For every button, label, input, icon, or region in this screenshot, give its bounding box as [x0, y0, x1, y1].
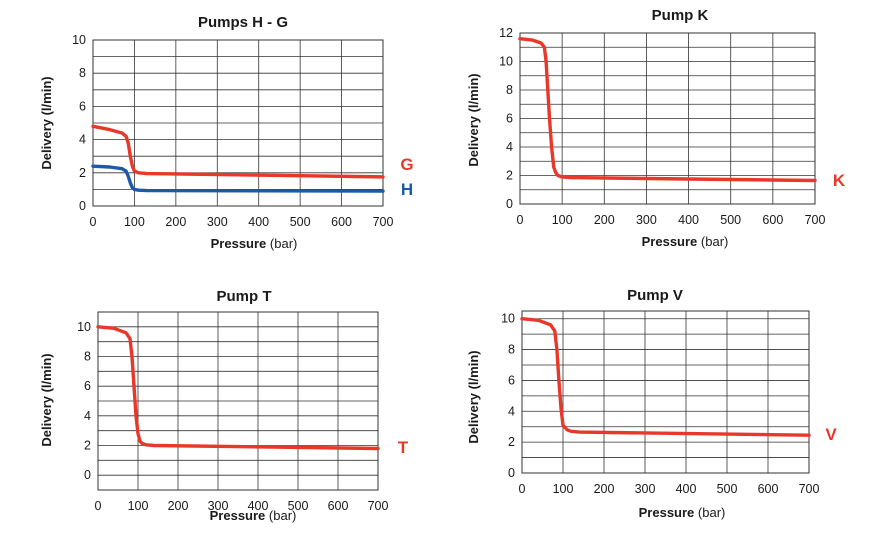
x-tick-label: 700 [373, 215, 394, 229]
x-axis-label: Pressure (bar) [210, 508, 297, 523]
y-tick-label: 8 [84, 350, 91, 364]
x-axis-unit: (bar) [269, 508, 296, 523]
x-axis-unit: (bar) [701, 234, 728, 249]
series-label-g: G [400, 155, 413, 174]
x-tick-label: 100 [128, 499, 149, 513]
y-tick-label: 0 [506, 197, 513, 211]
chart-pump-k: 0 100 200 300 400 500 600 700 0 2 4 6 8 10 12 Pump K Del… [466, 7, 846, 249]
y-tick-label: 2 [79, 166, 86, 180]
chart-pump-v: 0 100 200 300 400 500 600 700 0 2 4 6 8 10 Pump V Deliv… [466, 287, 837, 520]
y-tick-label: 8 [506, 83, 513, 97]
series-label-h: H [401, 180, 413, 199]
x-tick-label: 600 [328, 499, 349, 513]
y-tick-label: 0 [84, 468, 91, 482]
x-tick-label: 200 [594, 482, 615, 496]
x-tick-label: 400 [676, 482, 697, 496]
x-tick-label: 0 [519, 482, 526, 496]
x-tick-label: 700 [805, 213, 826, 227]
plot-frame [97, 311, 379, 491]
y-tick-label: 10 [72, 33, 86, 47]
x-tick-label: 600 [331, 215, 352, 229]
y-tick-label: 4 [79, 133, 86, 147]
x-tick-label: 100 [124, 215, 145, 229]
x-axis-unit: (bar) [270, 236, 297, 251]
plot-frame [521, 310, 810, 474]
x-tick-label: 600 [758, 482, 779, 496]
x-tick-label: 0 [95, 499, 102, 513]
x-tick-label: 700 [368, 499, 389, 513]
y-tick-label: 2 [508, 435, 515, 449]
x-tick-label: 0 [90, 215, 97, 229]
y-tick-label: 0 [508, 466, 515, 480]
chart-title: Pump K [652, 7, 709, 24]
series-line-v [520, 317, 811, 437]
y-tick-label: 6 [79, 99, 86, 113]
chart-title: Pumps H - G [198, 14, 288, 31]
y-axis-label: Delivery (l/min) [466, 73, 481, 166]
x-tick-label: 200 [168, 499, 189, 513]
y-tick-label: 2 [84, 439, 91, 453]
series-line-h [91, 164, 385, 193]
chart-pumps-h-g: 0 100 200 300 400 500 600 700 0 2 4 6 8 10 Pumps H - G… [39, 14, 414, 251]
series-label-t: T [398, 438, 409, 457]
y-tick-label: 8 [508, 343, 515, 357]
y-tick-label: 10 [499, 55, 513, 69]
x-axis-label: Pressure (bar) [642, 234, 729, 249]
x-tick-label: 400 [678, 213, 699, 227]
x-tick-label: 0 [517, 213, 524, 227]
x-tick-label: 100 [553, 482, 574, 496]
y-tick-label: 8 [79, 66, 86, 80]
y-tick-label: 4 [508, 404, 515, 418]
x-tick-label: 300 [636, 213, 657, 227]
series-label-v: V [825, 425, 837, 444]
y-tick-label: 10 [77, 320, 91, 334]
y-tick-label: 4 [84, 409, 91, 423]
y-tick-label: 6 [84, 379, 91, 393]
plot-frame [92, 39, 384, 207]
y-axis-label: Delivery (l/min) [39, 353, 54, 446]
x-tick-label: 600 [762, 213, 783, 227]
x-axis-unit: (bar) [698, 505, 725, 520]
x-tick-label: 500 [290, 215, 311, 229]
x-tick-label: 400 [248, 215, 269, 229]
y-tick-label: 6 [508, 373, 515, 387]
series-label-k: K [833, 171, 846, 190]
y-tick-label: 6 [506, 112, 513, 126]
chart-title: Pump V [627, 287, 683, 304]
x-axis-label: Pressure (bar) [211, 236, 298, 251]
y-tick-label: 12 [499, 26, 513, 40]
x-tick-label: 500 [717, 482, 738, 496]
x-tick-label: 100 [552, 213, 573, 227]
y-tick-label: 0 [79, 199, 86, 213]
series-line-k [518, 37, 817, 183]
plot-frame [519, 32, 816, 205]
y-tick-label: 10 [501, 312, 515, 326]
y-axis-label: Delivery (l/min) [39, 76, 54, 169]
x-tick-label: 300 [207, 215, 228, 229]
y-tick-label: 4 [506, 140, 513, 154]
x-axis-label: Pressure (bar) [639, 505, 726, 520]
chart-title: Pump T [217, 288, 272, 305]
series-line-t [96, 325, 380, 451]
x-tick-label: 300 [208, 499, 229, 513]
series-line-g [91, 124, 385, 179]
x-tick-label: 300 [635, 482, 656, 496]
x-tick-label: 200 [165, 215, 186, 229]
y-tick-label: 2 [506, 169, 513, 183]
chart-pump-t: 0 100 200 300 400 500 600 700 0 2 4 6 8 10 Pump T Deliv… [39, 288, 409, 523]
x-tick-label: 500 [720, 213, 741, 227]
x-tick-label: 400 [248, 499, 269, 513]
x-tick-label: 200 [594, 213, 615, 227]
y-axis-label: Delivery (l/min) [466, 350, 481, 443]
x-tick-label: 700 [799, 482, 820, 496]
x-tick-label: 500 [288, 499, 309, 513]
